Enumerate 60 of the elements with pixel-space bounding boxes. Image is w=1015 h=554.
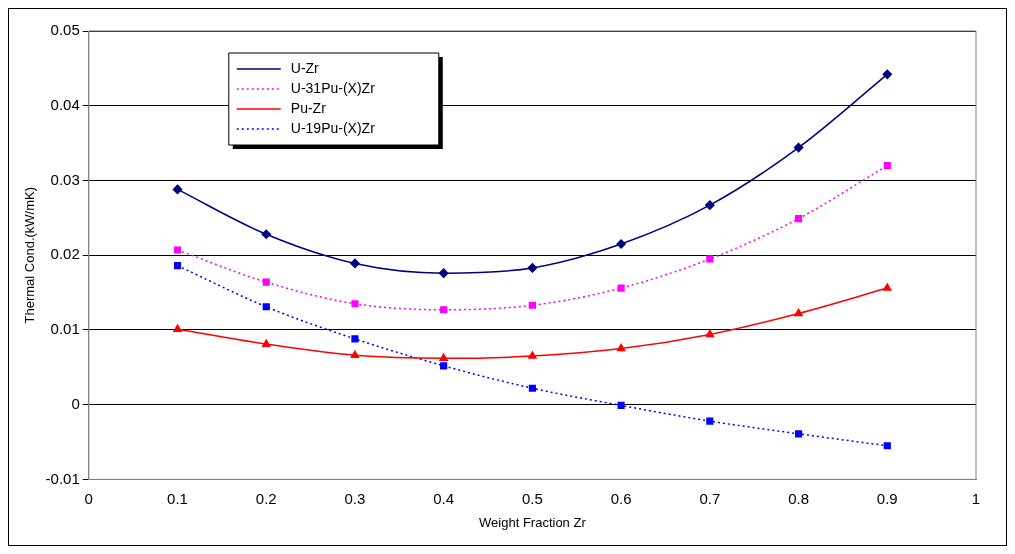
x-axis-title: Weight Fraction Zr [479,514,587,530]
point [617,401,625,409]
point [794,308,803,317]
point [173,262,182,270]
legend-label: U-Zr [290,59,320,76]
point [173,324,182,332]
point [528,351,537,359]
point [350,350,360,359]
point [705,329,715,338]
point [172,184,183,195]
point [350,258,360,269]
legend-label: U-31Pu-(X)Zr [290,79,376,96]
point [262,278,270,286]
y-axis-title: Thermal Cond.(kW/mK) [22,186,38,324]
y-tick-label: 0.03 [50,170,80,188]
point [439,353,448,362]
point [261,229,271,240]
point [706,417,714,425]
x-tick-label: 0.8 [788,489,809,507]
point [793,142,804,153]
point [528,301,536,309]
point [351,300,359,308]
y-tick-label: 0.04 [50,95,80,113]
point [351,335,359,343]
point [528,384,536,392]
legend-label: Pu-Zr [290,99,327,116]
point [882,69,893,80]
x-tick-label: 0.6 [610,489,632,507]
point [173,246,182,254]
point [883,161,891,170]
point [440,362,448,370]
point [440,306,448,314]
point [262,339,271,347]
legend-label: U-19Pu-(X)Zr [290,119,376,136]
x-tick-label: 0.5 [521,489,543,507]
point [705,200,715,210]
point [616,239,626,249]
point [706,255,714,263]
x-tick-label: 0.3 [344,489,366,507]
y-tick-label: 0 [71,394,80,412]
y-tick-label: -0.01 [45,469,80,487]
point [794,215,803,223]
point [616,343,626,352]
x-tick-label: 0.1 [167,489,188,507]
point [794,430,803,438]
x-tick-label: 1 [971,489,981,507]
x-tick-label: 0.4 [433,489,455,507]
point [438,268,449,278]
point [617,284,625,292]
x-tick-label: 0 [84,489,93,507]
x-tick-label: 0.2 [255,489,277,507]
x-tick-label: 0.9 [876,489,898,507]
point [527,263,538,273]
y-tick-label: 0.02 [50,245,80,263]
point [883,283,892,291]
x-tick-label: 0.7 [699,489,721,507]
y-tick-label: 0.05 [50,21,80,39]
y-tick-label: 0.01 [50,320,80,338]
point [262,303,270,311]
point [883,442,891,450]
